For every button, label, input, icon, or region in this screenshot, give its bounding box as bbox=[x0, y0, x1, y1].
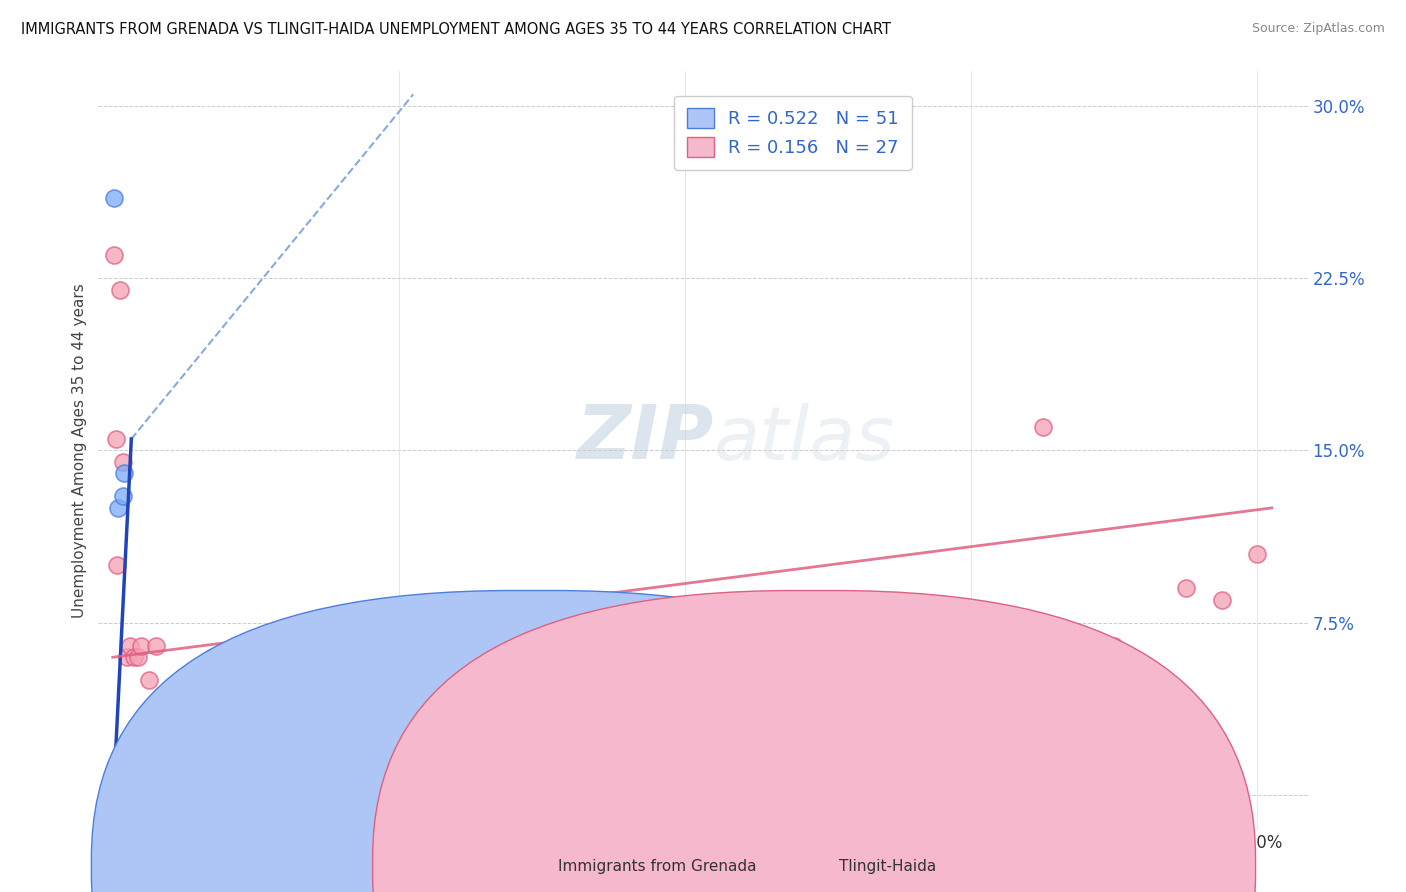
Point bbox=[1174, 582, 1197, 596]
Point bbox=[159, 719, 181, 733]
Point bbox=[108, 770, 131, 784]
Text: atlas: atlas bbox=[714, 403, 896, 475]
Point bbox=[142, 776, 165, 790]
Point bbox=[960, 615, 983, 630]
Point bbox=[122, 650, 145, 665]
Point bbox=[817, 615, 839, 630]
Point bbox=[105, 558, 128, 573]
Point bbox=[120, 767, 142, 781]
Point bbox=[104, 774, 127, 789]
Point bbox=[121, 770, 143, 784]
Point bbox=[134, 774, 156, 789]
Point bbox=[105, 774, 128, 789]
Point bbox=[110, 760, 132, 774]
Point bbox=[138, 673, 160, 688]
Text: IMMIGRANTS FROM GRENADA VS TLINGIT-HAIDA UNEMPLOYMENT AMONG AGES 35 TO 44 YEARS : IMMIGRANTS FROM GRENADA VS TLINGIT-HAIDA… bbox=[21, 22, 891, 37]
Point bbox=[111, 455, 134, 469]
Point bbox=[107, 500, 129, 515]
Y-axis label: Unemployment Among Ages 35 to 44 years: Unemployment Among Ages 35 to 44 years bbox=[72, 283, 87, 618]
Point bbox=[129, 774, 152, 789]
Point bbox=[111, 770, 134, 784]
Point bbox=[111, 760, 134, 774]
Text: ZIP: ZIP bbox=[576, 402, 714, 475]
Text: Source: ZipAtlas.com: Source: ZipAtlas.com bbox=[1251, 22, 1385, 36]
Point bbox=[114, 763, 136, 777]
Point bbox=[118, 770, 141, 784]
Point bbox=[110, 758, 132, 772]
Point bbox=[104, 432, 127, 446]
Point bbox=[117, 763, 139, 777]
Point bbox=[131, 639, 153, 653]
Point bbox=[125, 772, 148, 786]
Point bbox=[107, 767, 129, 781]
Point bbox=[717, 650, 740, 665]
Point bbox=[105, 765, 128, 780]
Point bbox=[173, 696, 195, 710]
Point bbox=[1211, 592, 1233, 607]
Point bbox=[118, 639, 141, 653]
Point bbox=[108, 283, 131, 297]
Point bbox=[104, 770, 127, 784]
Point bbox=[316, 696, 339, 710]
Point bbox=[122, 770, 145, 784]
Point bbox=[127, 650, 149, 665]
Point bbox=[145, 639, 167, 653]
Text: Tlingit-Haida: Tlingit-Haida bbox=[839, 859, 936, 873]
Point bbox=[673, 627, 696, 641]
Point bbox=[112, 758, 135, 772]
Text: Immigrants from Grenada: Immigrants from Grenada bbox=[558, 859, 756, 873]
Point bbox=[103, 191, 125, 205]
Point bbox=[118, 765, 141, 780]
Point bbox=[245, 696, 267, 710]
Point bbox=[104, 776, 127, 790]
Point bbox=[115, 650, 138, 665]
Point bbox=[1032, 420, 1054, 434]
Point bbox=[115, 760, 138, 774]
Point bbox=[201, 650, 224, 665]
Point bbox=[108, 763, 131, 777]
Point bbox=[138, 776, 160, 790]
Point bbox=[105, 776, 128, 790]
Legend: R = 0.522   N = 51, R = 0.156   N = 27: R = 0.522 N = 51, R = 0.156 N = 27 bbox=[675, 95, 911, 169]
Point bbox=[127, 772, 149, 786]
Point bbox=[1246, 547, 1268, 561]
Point bbox=[108, 765, 131, 780]
Point bbox=[107, 765, 129, 780]
Point bbox=[114, 760, 136, 774]
Point bbox=[110, 765, 132, 780]
Point bbox=[108, 772, 131, 786]
Point bbox=[104, 779, 127, 793]
Point bbox=[108, 767, 131, 781]
Point bbox=[105, 770, 128, 784]
Point bbox=[124, 772, 146, 786]
Point bbox=[1104, 639, 1126, 653]
Point bbox=[107, 774, 129, 789]
Point bbox=[131, 774, 153, 789]
Point bbox=[388, 742, 411, 756]
Point bbox=[105, 772, 128, 786]
Point bbox=[112, 467, 135, 481]
Point bbox=[115, 765, 138, 780]
Point bbox=[117, 767, 139, 781]
Point bbox=[114, 770, 136, 784]
Point bbox=[111, 765, 134, 780]
Point bbox=[107, 770, 129, 784]
Point bbox=[111, 490, 134, 504]
Point bbox=[103, 248, 125, 262]
Point bbox=[103, 772, 125, 786]
Point bbox=[112, 767, 135, 781]
